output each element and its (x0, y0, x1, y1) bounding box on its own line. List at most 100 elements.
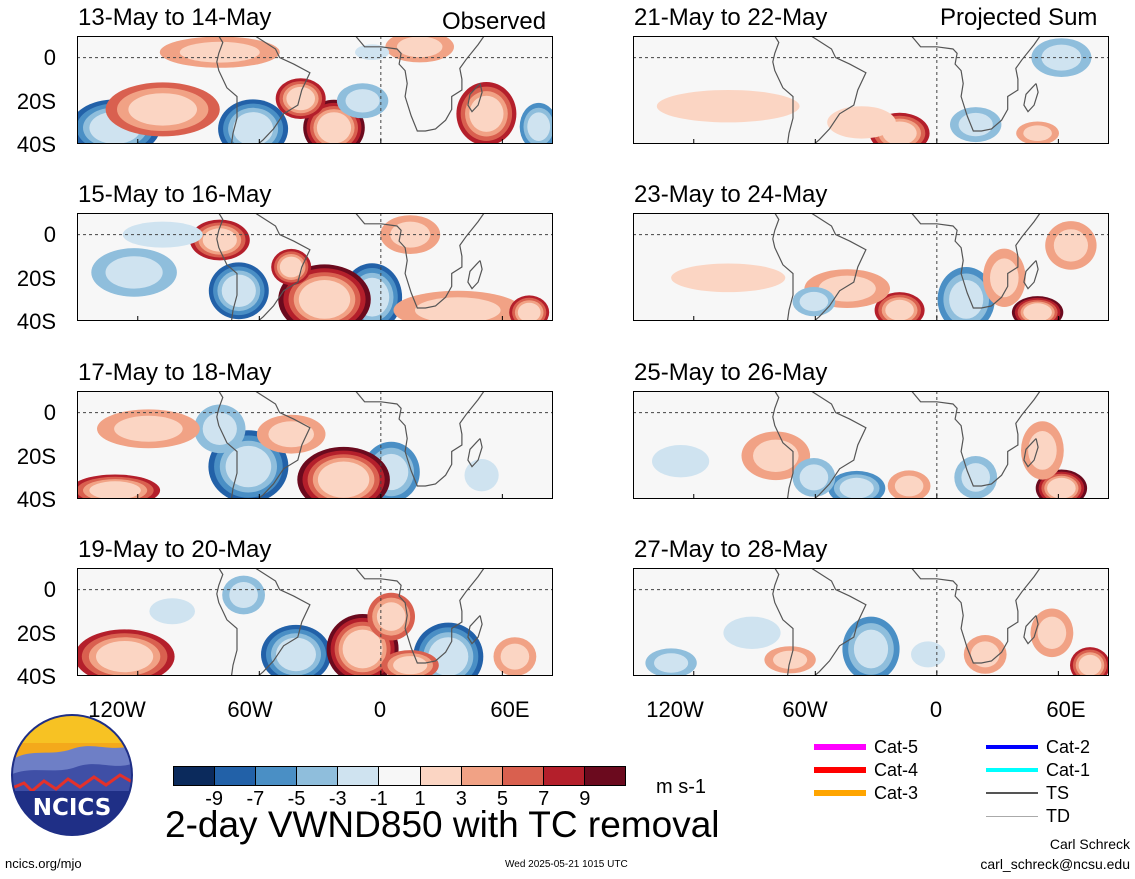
colorbar-label: 7 (538, 788, 550, 810)
panel-frame (77, 213, 553, 321)
y-tick-0-p4: 0 (43, 577, 56, 602)
africa-outline (354, 391, 485, 487)
colorbar-unit: m s-1 (656, 776, 706, 798)
panel-5-title: 21-May to 22-May (634, 4, 828, 31)
panel-frame (633, 568, 1109, 676)
map-panel-5 (633, 36, 1109, 144)
anomaly-blob (105, 256, 163, 289)
panel-1-title: 13-May to 14-May (78, 4, 272, 31)
map-panel-8 (633, 568, 1109, 676)
colorbar-label: 5 (496, 788, 509, 810)
south-america-outline (772, 36, 867, 144)
map-panel-7 (633, 391, 1109, 499)
colorbar-label: 9 (579, 788, 591, 810)
legend-line-cat-5 (814, 744, 866, 750)
anomaly-blob (317, 461, 370, 498)
main-title: 2-day VWND850 with TC removal (165, 804, 720, 845)
anomaly-blob (1023, 125, 1052, 141)
madagascar-outline (467, 83, 483, 113)
anomaly-blob (225, 445, 272, 488)
panel-frame (633, 391, 1109, 499)
anomaly-blob (345, 89, 380, 113)
anomaly-blob (1078, 654, 1102, 676)
colorbar-swatch (338, 767, 380, 785)
colorbar-swatch (379, 767, 421, 785)
anomaly-blob (527, 112, 551, 141)
south-america-outline (772, 213, 867, 321)
anomaly-blob (1047, 477, 1076, 499)
colorbar-swatch (543, 767, 585, 785)
anomaly-blob (464, 459, 499, 492)
madagascar-outline (467, 260, 483, 290)
anomaly-blob (885, 299, 914, 321)
map-panel-4 (77, 568, 553, 676)
anomaly-blob (96, 641, 154, 673)
y-tick-40s-p3: 40S (16, 487, 56, 512)
legend-label-cat-5: Cat-5 (874, 737, 919, 757)
anomaly-blob (298, 280, 351, 319)
anomaly-blob (671, 263, 786, 293)
anomaly-blob (654, 653, 689, 673)
anomaly-blob (342, 629, 383, 669)
panel-frame (77, 568, 553, 676)
x-tick-60w-right: 60W (782, 697, 828, 722)
anomaly-blob (221, 274, 256, 307)
anomaly-blob (393, 656, 428, 675)
map-panel-2 (77, 213, 553, 321)
africa-outline (910, 213, 1041, 309)
footer-author: Carl Schreck (1049, 836, 1130, 852)
anomaly-blob (114, 415, 183, 442)
legend-line-td (986, 815, 1038, 817)
anomaly-blob (500, 643, 530, 670)
anomaly-blob (839, 477, 874, 499)
anomaly-blob (128, 93, 197, 126)
anomaly-blob (233, 112, 274, 144)
colorbar-swatch (420, 767, 462, 785)
panel-4-title: 19-May to 20-May (78, 536, 272, 563)
africa-outline (354, 36, 485, 132)
anomaly-blob (656, 90, 800, 123)
anomaly-blob (89, 481, 141, 499)
legend-line-cat-1 (986, 768, 1038, 772)
south-america-outline (216, 36, 311, 144)
x-tick-0-right: 0 (929, 697, 943, 722)
south-america-outline (216, 391, 311, 499)
south-america-outline (216, 213, 311, 321)
colorbar-swatch (215, 767, 257, 785)
anomaly-blob (753, 439, 799, 472)
anomaly-blob (517, 302, 541, 321)
x-tick-120w-left: 120W (88, 697, 146, 722)
anomaly-blob (1037, 616, 1067, 649)
panel-frame (77, 391, 553, 499)
x-tick-60e-left: 60E (490, 697, 530, 722)
colorbar-swatch (461, 767, 503, 785)
colorbar-swatch (297, 767, 339, 785)
colorbar-label: -7 (246, 788, 265, 810)
africa-outline (910, 36, 1041, 132)
anomaly-blob (949, 280, 984, 319)
anomaly-blob (149, 598, 195, 625)
madagascar-outline (1023, 83, 1039, 113)
madagascar-outline (467, 615, 483, 645)
colorbar-swatch (174, 767, 216, 785)
map-panel-6 (633, 213, 1109, 321)
anomaly-blob (958, 112, 993, 137)
logo-text: NCICS (33, 795, 112, 821)
footer-email[interactable]: carl_schreck@ncsu.edu (980, 856, 1130, 872)
colorbar-swatch (502, 767, 544, 785)
anomaly-blob (276, 637, 316, 672)
anomaly-blob (853, 629, 889, 669)
colorbar-label: -3 (328, 788, 347, 810)
footer-url[interactable]: ncics.org/mjo (5, 856, 82, 871)
y-tick-40s-p2: 40S (16, 309, 56, 334)
south-america-outline (772, 568, 867, 676)
panel-7-title: 25-May to 26-May (634, 359, 828, 386)
anomaly-blob (376, 602, 406, 631)
y-tick-20s-p2: 20S (16, 266, 56, 291)
anomaly-blob (961, 463, 990, 492)
anomaly-blob (229, 582, 258, 608)
panel-frame (633, 36, 1109, 144)
anomaly-blob (894, 475, 924, 497)
panel-6-title: 23-May to 24-May (634, 181, 828, 208)
x-tick-120w-right: 120W (646, 697, 704, 722)
